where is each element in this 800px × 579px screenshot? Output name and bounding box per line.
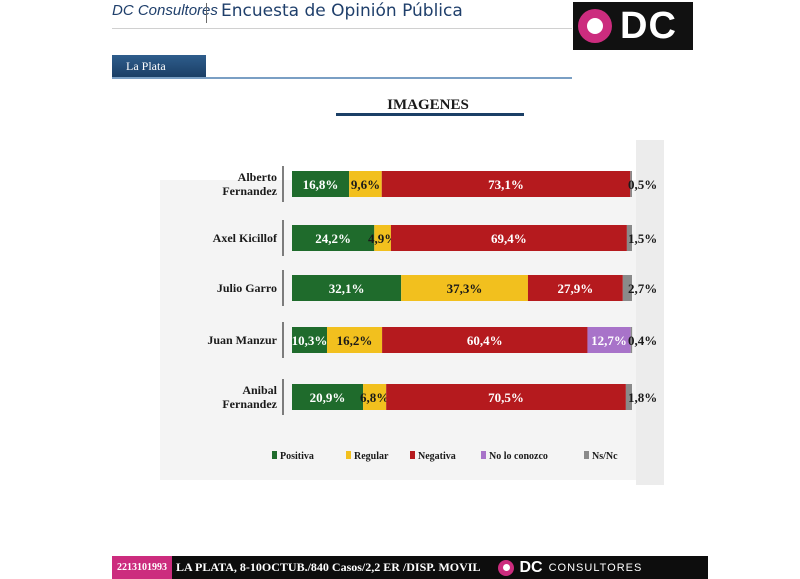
bar-segment: [626, 225, 632, 251]
data-label: 1,5%: [628, 231, 657, 246]
bar-segment: [390, 225, 627, 251]
legend-label: Regular: [354, 451, 389, 462]
data-label: 37,3%: [447, 281, 483, 296]
page-title: Encuesta de Opinión Pública: [221, 1, 463, 21]
category-label-line: Axel Kicillof: [213, 231, 278, 245]
legend-swatch: [346, 451, 351, 459]
category-label: Axel Kicillof: [213, 231, 278, 245]
bar-segment: [363, 384, 387, 410]
bar-segment: [630, 327, 633, 353]
bar-segment: [382, 327, 588, 353]
data-label: 0,4%: [628, 333, 657, 348]
footer-bar: 2213101993 LA PLATA, 8-10OCTUB./840 Caso…: [112, 556, 708, 579]
footer-logo-icon: [498, 559, 515, 576]
data-label: 9,6%: [351, 177, 380, 192]
data-label: 12,7%: [591, 333, 627, 348]
header-divider: [206, 3, 207, 23]
bar-segment: [625, 384, 632, 410]
legend-label: Positiva: [280, 451, 314, 462]
data-label: 24,2%: [315, 231, 351, 246]
bar-segment: [292, 275, 402, 301]
data-label: 73,1%: [488, 177, 524, 192]
category-label-line: Julio Garro: [217, 281, 277, 295]
category-label-line: Alberto: [238, 170, 277, 184]
watermark-stripe: [636, 140, 664, 485]
bar-segment: [527, 275, 623, 301]
location-underline: [112, 77, 572, 79]
category-label-line: Fernandez: [222, 184, 277, 198]
bar-segment: [374, 225, 391, 251]
data-label: 70,5%: [488, 390, 524, 405]
bar-segment: [630, 171, 632, 197]
legend-label: Ns/Nc: [592, 451, 618, 462]
data-label: 0,5%: [628, 177, 657, 192]
data-label: 32,1%: [329, 281, 365, 296]
data-label: 69,4%: [491, 231, 527, 246]
bar-segment: [292, 327, 328, 353]
data-label: 2,7%: [628, 281, 657, 296]
legend-swatch: [272, 451, 277, 459]
location-tag: La Plata: [112, 55, 206, 77]
category-label-line: Juan Manzur: [207, 333, 277, 347]
category-label: Julio Garro: [217, 281, 277, 295]
chart-title: IMAGENES: [387, 97, 469, 113]
legend-label: Negativa: [418, 451, 456, 462]
brand-name: DC Consultores: [112, 2, 218, 19]
bar-segment: [401, 275, 528, 301]
footer-logo-dc: DC: [519, 558, 543, 576]
logo-text: DC: [620, 4, 677, 47]
data-label: 6,8%: [360, 390, 389, 405]
footer-info: LA PLATA, 8-10OCTUB./840 Casos/2,2 ER /D…: [176, 560, 481, 574]
bar-segment: [292, 384, 364, 410]
legend-swatch: [584, 451, 589, 459]
bar-segment: [386, 384, 626, 410]
chart-title-underline: [336, 113, 524, 116]
bar-segment: [587, 327, 631, 353]
category-label: Alberto Fernandez: [222, 170, 277, 198]
category-label-line: Anibal: [242, 383, 277, 397]
data-label: 16,8%: [303, 177, 339, 192]
category-label: Anibal Fernandez: [222, 383, 277, 411]
legend-swatch: [410, 451, 415, 459]
legend-swatch: [481, 451, 486, 459]
bar-segment: [292, 225, 375, 251]
data-label: 16,2%: [337, 333, 373, 348]
category-label: Juan Manzur: [207, 333, 277, 347]
data-label: 60,4%: [467, 333, 503, 348]
bar-segment: [622, 275, 632, 301]
bar-segment: [292, 171, 350, 197]
legend-label: No lo conozco: [489, 451, 548, 462]
data-label: 10,3%: [292, 333, 328, 348]
data-label: 27,9%: [558, 281, 594, 296]
data-label: 4,9%: [368, 231, 397, 246]
bar-segment: [327, 327, 383, 353]
footer-logo-consultores: CONSULTORES: [548, 561, 643, 574]
footer-phone: 2213101993: [112, 556, 172, 579]
bar-segment: [381, 171, 631, 197]
bar-segment: [349, 171, 382, 197]
data-label: 1,8%: [628, 390, 657, 405]
dc-logo: DC: [573, 2, 693, 50]
header-rule: [112, 28, 572, 29]
data-label: 20,9%: [310, 390, 346, 405]
category-label-line: Fernandez: [222, 397, 277, 411]
logo-circle-icon: [578, 9, 612, 43]
